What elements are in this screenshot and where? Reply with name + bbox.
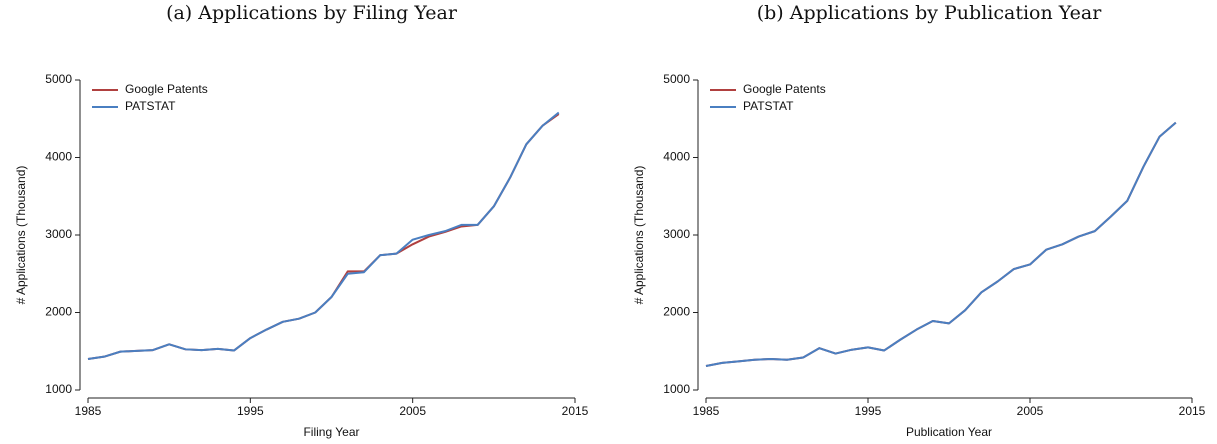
y-tick-label: 2000	[663, 305, 690, 319]
y-tick-label: 1000	[45, 382, 72, 396]
y-axis-label: # Applications (Thousand)	[632, 166, 646, 305]
x-tick-label: 2015	[1179, 404, 1206, 418]
x-axis-label: Publication Year	[906, 425, 992, 439]
legend-label: PATSTAT	[743, 99, 794, 113]
chart: (a) Applications by Filing Year Filing Ye…	[14, 2, 588, 439]
line	[87, 113, 560, 360]
legend-label: PATSTAT	[125, 99, 176, 113]
line	[705, 121, 1177, 367]
legend-label: Google Patents	[125, 82, 208, 96]
x-axis-label: Filing Year	[303, 425, 359, 439]
line	[705, 121, 1177, 367]
chart-title: (b) Applications by Publication Year	[757, 2, 1103, 24]
y-axis-label: # Applications (Thousand)	[14, 166, 28, 305]
x-tick-label: 2015	[562, 404, 589, 418]
y-tick-label: 5000	[663, 72, 690, 86]
x-tick-label: 1995	[855, 404, 882, 418]
legend-label: Google Patents	[743, 82, 826, 96]
y-tick-label: 2000	[45, 305, 72, 319]
y-tick-label: 5000	[45, 72, 72, 86]
y-tick-label: 3000	[663, 227, 690, 241]
chart: (b) Applications by Publication Year Publ…	[632, 2, 1205, 439]
chart-title: (a) Applications by Filing Year	[166, 2, 458, 24]
x-tick-label: 1985	[75, 404, 102, 418]
x-tick-label: 2005	[399, 404, 426, 418]
y-tick-label: 4000	[45, 150, 72, 164]
y-tick-label: 3000	[45, 227, 72, 241]
y-tick-label: 4000	[663, 150, 690, 164]
line	[87, 111, 560, 360]
x-tick-label: 1995	[237, 404, 264, 418]
y-tick-label: 1000	[663, 382, 690, 396]
x-tick-label: 2005	[1017, 404, 1044, 418]
x-tick-label: 1985	[693, 404, 720, 418]
